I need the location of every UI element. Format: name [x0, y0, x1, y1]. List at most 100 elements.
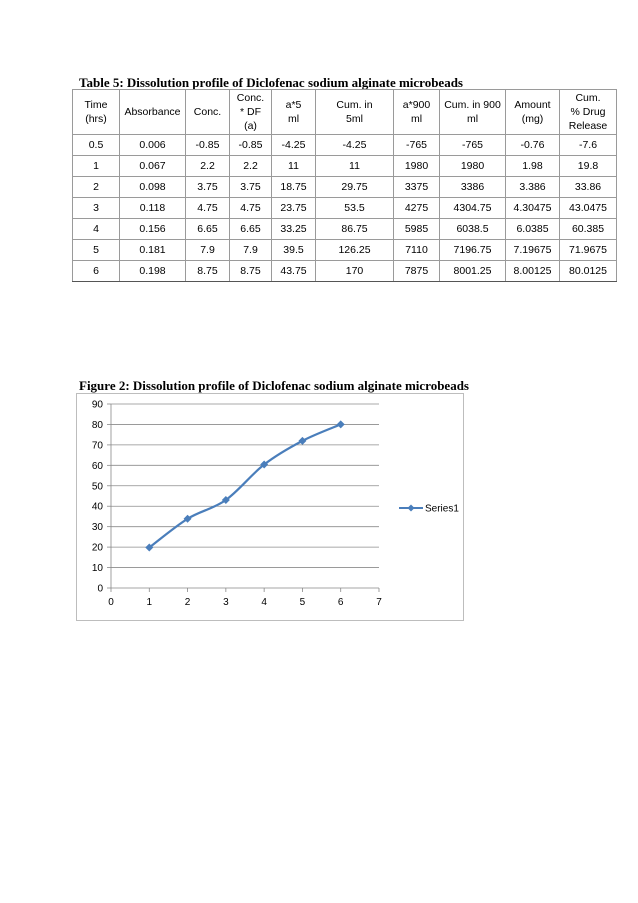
- table-cell: 7110: [393, 239, 440, 261]
- table-row: 5 0.181 7.9 7.9 39.5 126.25 7110 7196.75 7.19675…: [72, 239, 617, 261]
- table-cell: 4304.75: [439, 197, 506, 219]
- column-header-text: Cum.: [575, 92, 601, 104]
- column-header: Cum. in 900 ml: [439, 89, 506, 135]
- table-cell: -0.85: [185, 134, 230, 156]
- table-cell: 4.30475: [505, 197, 560, 219]
- column-header-text: a*5: [285, 99, 302, 111]
- table-row: 4 0.156 6.65 6.65 33.25 86.75 5985 6038.5 6.0385…: [72, 218, 617, 240]
- x-tick-label: 6: [338, 597, 344, 608]
- x-tick-label: 3: [223, 597, 229, 608]
- legend-marker: [407, 504, 415, 512]
- chart-area: 0 10 20 30 40 50 60 70 80 90 0 1 2 3 4 5 6 7 Series1: [76, 393, 464, 621]
- column-header: Conc.: [185, 89, 230, 135]
- table-cell: 3375: [393, 176, 440, 198]
- table-cell: 6.65: [185, 218, 230, 240]
- data-point-marker: [145, 543, 154, 552]
- table-cell: 0.098: [119, 176, 186, 198]
- table-cell: 18.75: [271, 176, 316, 198]
- table-cell: 33.86: [559, 176, 617, 198]
- y-tick-label: 10: [92, 563, 104, 574]
- table-cell: 43.0475: [559, 197, 617, 219]
- table-cell: 86.75: [315, 218, 394, 240]
- column-header-text: * DF: [240, 106, 261, 118]
- table-cell: 7875: [393, 260, 440, 282]
- table-row: 2 0.098 3.75 3.75 18.75 29.75 3375 3386 3.386 33.…: [72, 176, 617, 198]
- x-tick-label: 7: [376, 597, 382, 608]
- table-cell: -765: [393, 134, 440, 156]
- column-header: Cum. in 5ml: [315, 89, 394, 135]
- column-header-text: Cum. in: [336, 99, 373, 111]
- table-cell: 1: [72, 155, 120, 177]
- column-header-text: Time: [84, 99, 108, 111]
- table-caption: Table 5: Dissolution profile of Diclofen…: [79, 75, 463, 90]
- table-cell: 53.5: [315, 197, 394, 219]
- table-cell: 4.75: [229, 197, 272, 219]
- data-point-marker: [260, 460, 269, 469]
- figure-caption: Figure 2: Dissolution profile of Diclofe…: [79, 378, 469, 393]
- dissolution-table: Time (hrs) Absorbance Conc. Conc. * DF (a) a*5 m…: [72, 89, 617, 282]
- table-cell: 8.75: [185, 260, 230, 282]
- table-cell: 6.65: [229, 218, 272, 240]
- table-cell: 1980: [393, 155, 440, 177]
- table-cell: 1980: [439, 155, 506, 177]
- table-cell: 3.75: [229, 176, 272, 198]
- table-row: 1 0.067 2.2 2.2 11 11 1980 1980 1.98 19.8: [72, 155, 617, 177]
- x-tick-label: 2: [185, 597, 191, 608]
- column-header-text: (a): [244, 120, 257, 132]
- table-cell: 0.181: [119, 239, 186, 261]
- column-header: a*900 ml: [393, 89, 440, 135]
- x-tick-label: 1: [147, 597, 153, 608]
- table-cell: 23.75: [271, 197, 316, 219]
- table-cell: 7.9: [185, 239, 230, 261]
- table-cell: 11: [315, 155, 394, 177]
- y-tick-label: 50: [92, 481, 104, 492]
- table-cell: 8.00125: [505, 260, 560, 282]
- column-header: Conc. * DF (a): [229, 89, 272, 135]
- table-cell: 43.75: [271, 260, 316, 282]
- table-cell: -7.6: [559, 134, 617, 156]
- table-cell: 0.006: [119, 134, 186, 156]
- data-point-marker: [336, 420, 345, 429]
- column-header-text: a*900: [402, 99, 431, 111]
- column-header-text: ml: [466, 113, 479, 125]
- column-header-text: Conc.: [236, 92, 265, 104]
- table-cell: 80.0125: [559, 260, 617, 282]
- column-header-text: Conc.: [193, 106, 222, 118]
- table-cell: 6038.5: [439, 218, 506, 240]
- legend-label: Series1: [425, 504, 459, 515]
- table-cell: -765: [439, 134, 506, 156]
- table-cell: 60.385: [559, 218, 617, 240]
- table-header-row: Time (hrs) Absorbance Conc. Conc. * DF (a) a*5 m…: [72, 89, 617, 135]
- column-header: Absorbance: [119, 89, 186, 135]
- table-cell: 4: [72, 218, 120, 240]
- column-header-text: 5ml: [346, 113, 363, 125]
- table-cell: 7196.75: [439, 239, 506, 261]
- y-tick-label: 20: [92, 543, 104, 554]
- table-cell: 2.2: [185, 155, 230, 177]
- table-cell: 4.75: [185, 197, 230, 219]
- table-cell: 0.067: [119, 155, 186, 177]
- y-tick-label: 40: [92, 502, 104, 513]
- table-cell: 11: [271, 155, 316, 177]
- table-cell: 0.118: [119, 197, 186, 219]
- table-cell: -0.85: [229, 134, 272, 156]
- column-header-text: (mg): [521, 113, 544, 125]
- y-tick-label: 60: [92, 461, 104, 472]
- x-tick-label: 4: [261, 597, 267, 608]
- table-cell: 1.98: [505, 155, 560, 177]
- data-point-marker: [183, 514, 192, 523]
- table-row: 3 0.118 4.75 4.75 23.75 53.5 4275 4304.75 4.3047…: [72, 197, 617, 219]
- table-cell: 39.5: [271, 239, 316, 261]
- table-cell: 8001.25: [439, 260, 506, 282]
- table-cell: -4.25: [271, 134, 316, 156]
- table-cell: -0.76: [505, 134, 560, 156]
- table-cell: 0.198: [119, 260, 186, 282]
- line-chart: 0 10 20 30 40 50 60 70 80 90 0 1 2 3 4 5 6 7 Series1: [92, 400, 459, 609]
- series-line: [148, 423, 342, 549]
- table-cell: 71.9675: [559, 239, 617, 261]
- column-header-text: Release: [568, 120, 608, 132]
- table-cell: 6.0385: [505, 218, 560, 240]
- table-cell: 170: [315, 260, 394, 282]
- y-tick-label: 90: [92, 400, 104, 411]
- table-cell: 8.75: [229, 260, 272, 282]
